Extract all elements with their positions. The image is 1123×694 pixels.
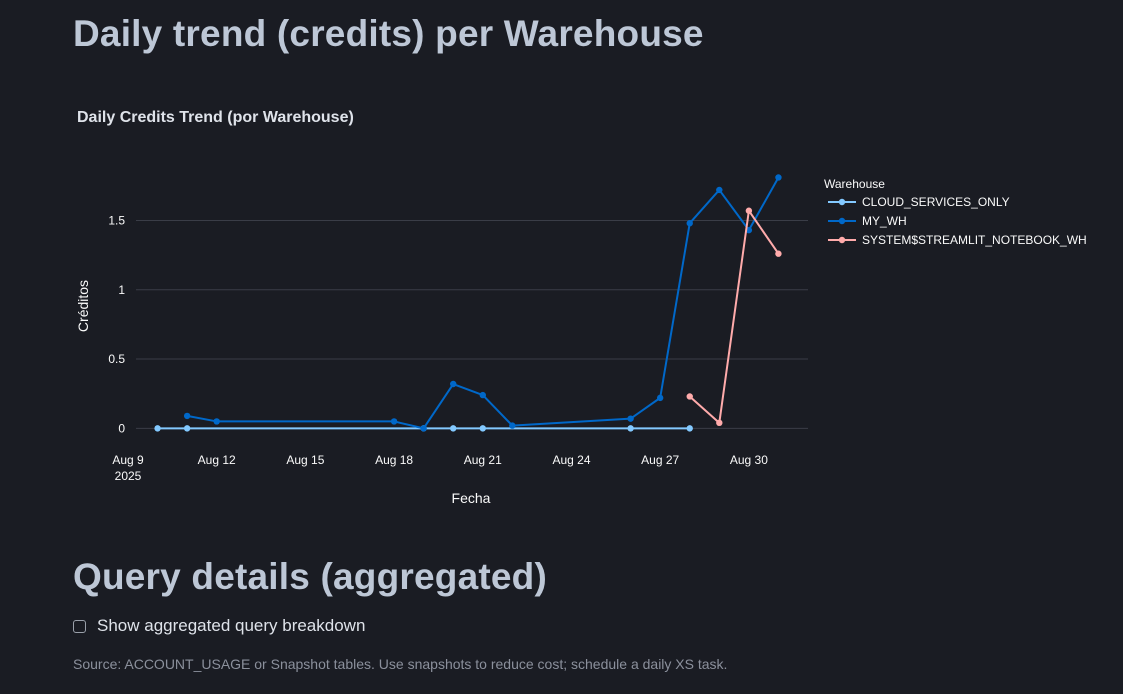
y-tick-label: 0.5 <box>108 352 125 366</box>
data-point <box>745 207 753 214</box>
legend-title: Warehouse <box>824 177 885 191</box>
y-tick-label: 0 <box>118 421 125 435</box>
data-point <box>775 250 782 257</box>
data-point <box>450 425 457 432</box>
x-tick-sublabel: 2025 <box>115 469 142 483</box>
y-axis-label: Créditos <box>75 280 91 332</box>
legend-swatch-marker[interactable] <box>838 236 846 244</box>
checkbox-label: Show aggregated query breakdown <box>97 616 366 635</box>
legend-swatch-marker[interactable] <box>838 217 846 225</box>
section-title: Query details (aggregated) <box>73 556 547 597</box>
chart-title: Daily Credits Trend (por Warehouse) <box>77 109 354 126</box>
query-breakdown-checkbox[interactable]: Show aggregated query breakdown <box>73 616 365 636</box>
data-point <box>213 418 220 425</box>
legend-item-label: CLOUD_SERVICES_ONLY <box>862 195 1010 209</box>
data-point <box>686 393 693 400</box>
data-point <box>450 380 457 388</box>
y-tick-label: 1.5 <box>108 213 125 227</box>
y-tick-label: 1 <box>118 283 125 297</box>
data-point <box>479 391 486 399</box>
x-tick-label: Aug 12 <box>198 453 236 467</box>
legend-swatch-marker[interactable] <box>838 198 846 206</box>
legend-item-label: MY_WH <box>862 214 907 228</box>
data-point <box>390 418 398 425</box>
x-tick-label: Aug 9 <box>112 453 144 467</box>
data-point <box>686 220 693 227</box>
x-axis-label: Fecha <box>452 490 491 506</box>
source-caption: Source: ACCOUNT_USAGE or Snapshot tables… <box>73 656 728 672</box>
data-point <box>183 425 191 432</box>
series-line <box>186 176 780 430</box>
data-point <box>183 412 191 420</box>
x-tick-label: Aug 24 <box>552 453 590 467</box>
data-point <box>420 425 427 432</box>
data-point <box>686 425 693 432</box>
x-tick-label: Aug 27 <box>641 453 679 467</box>
legend-item-label: SYSTEM$STREAMLIT_NOTEBOOK_WH <box>862 233 1087 247</box>
data-point <box>479 425 486 432</box>
data-point <box>154 425 161 432</box>
data-point <box>775 174 782 181</box>
daily-credits-chart: Daily Credits Trend (por Warehouse) 0 0.5 1… <box>75 109 1087 506</box>
data-point <box>716 186 723 194</box>
series-line <box>689 209 780 424</box>
page-title: Daily trend (credits) per Warehouse <box>73 13 704 54</box>
data-point <box>509 422 516 429</box>
data-point <box>716 419 723 427</box>
x-tick-label: Aug 30 <box>730 453 768 467</box>
checkbox-box[interactable] <box>73 619 86 633</box>
data-point <box>627 415 634 422</box>
x-tick-label: Aug 21 <box>464 453 502 467</box>
data-point <box>627 425 634 432</box>
x-tick-label: Aug 18 <box>375 453 413 467</box>
x-tick-label: Aug 15 <box>286 453 324 467</box>
data-point <box>656 394 664 402</box>
